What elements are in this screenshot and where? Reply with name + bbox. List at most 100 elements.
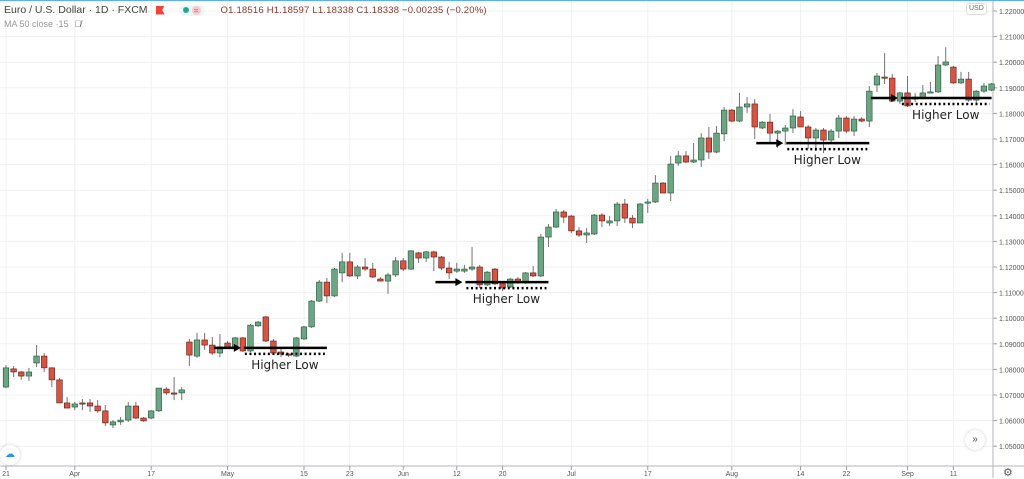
y-tick-label: 1.19000 [999,86,1024,93]
arrow-right-icon [233,343,241,352]
candle-down [621,203,628,219]
candle-up [866,90,873,122]
candle-up [71,403,78,408]
candle-up [552,211,560,228]
candle-up [178,389,185,394]
candle-down [843,117,850,132]
candle-down [41,355,48,369]
tradingview-logo-icon[interactable]: ☁ [0,445,20,465]
candle-up [423,251,430,259]
candle-up [468,266,476,270]
candle-up [690,159,697,163]
y-tick-label: 1.05000 [999,444,1024,451]
gear-icon[interactable]: ⚙ [1003,467,1013,479]
y-tick-label: 1.20000 [999,60,1024,67]
candle-up [537,236,544,277]
candle-up [545,226,552,238]
candle-up [155,387,162,412]
candle-down [904,92,911,107]
candle-down [79,402,86,405]
candle-up [407,250,415,270]
x-tick-label: 11 [950,471,957,478]
candle-up [33,355,40,364]
candle-up [782,127,789,132]
currency-badge[interactable]: USD [966,3,987,15]
candle-down [438,256,445,269]
higher-low-label: Higher Low [794,153,862,167]
candle-up [384,274,392,282]
candle-down [64,402,71,409]
candle-down [820,129,827,141]
ohlc-values: O1.18516 H1.18597 L1.18338 C1.18338 −0.0… [220,4,487,16]
candle-down [530,272,537,277]
candle-down [346,261,353,277]
candle-down [48,367,55,381]
candle-down [400,260,407,270]
candle-up [614,203,621,222]
candle-up [247,324,254,352]
y-tick-label: 1.13000 [999,239,1024,246]
candle-up [736,106,743,122]
candle-down [102,410,109,424]
y-tick-label: 1.14000 [999,214,1024,221]
y-tick-label: 1.16000 [999,163,1024,170]
y-tick-label: 1.17000 [999,137,1024,144]
candle-down [682,155,690,163]
candle-up [957,78,965,84]
candle-up [606,220,613,224]
market-status-pill[interactable]: = [178,4,205,16]
candle-down [415,252,422,259]
candle-down [132,405,139,419]
symbol-title[interactable]: Euro / U.S. Dollar · 1D · FXCM [4,4,148,16]
candle-down [239,337,246,352]
x-tick-label: Sep [901,471,914,478]
candle-up [850,118,858,132]
candle-up [675,155,682,164]
candle-down [18,371,25,377]
candle-down [766,121,774,134]
candle-down [728,109,735,122]
candle-down [476,266,483,286]
candle-down [575,230,583,236]
candle-up [789,115,797,129]
candle-up [148,410,155,419]
indicator-label[interactable]: MA 50 close ·15 [4,19,69,29]
candle-down [369,268,376,278]
candle-up [927,91,934,94]
x-tick-label: 23 [346,471,354,478]
candle-up [591,214,598,235]
chart-legend-header: Euro / U.S. Dollar · 1D · FXCM = O1.1851… [4,4,487,16]
arrow-right-icon [455,278,463,287]
higher-low-label: Higher Low [473,292,541,306]
arrow-right-icon [776,139,784,148]
candle-down [377,278,384,282]
candle-up [812,129,819,139]
candle-up [973,90,980,101]
flag-icon[interactable] [155,5,165,15]
y-tick-label: 1.11000 [999,291,1024,298]
candle-down [797,116,804,128]
candle-up [934,64,942,93]
candle-down [965,78,972,101]
double-chevron-right-icon[interactable]: » [965,430,985,450]
y-tick-label: 1.08000 [999,367,1024,374]
candle-down [629,217,636,224]
candle-up [300,326,308,340]
candle-up [652,182,659,203]
eye-hidden-icon[interactable]: 👁̸ [74,19,82,29]
candle-down [499,283,506,289]
candle-up [354,266,361,277]
candle-up [331,268,338,297]
candle-up [873,75,881,86]
x-tick-label: 21 [2,471,10,478]
y-tick-label: 1.12000 [999,265,1024,272]
candle-up [25,371,33,377]
candle-up [316,281,323,302]
x-tick-label: Apr [69,471,81,478]
candle-down [430,251,437,258]
candle-up [125,405,132,421]
arrow-right-icon [890,94,898,103]
x-tick-label: 14 [797,471,805,478]
candle-up [193,339,201,357]
